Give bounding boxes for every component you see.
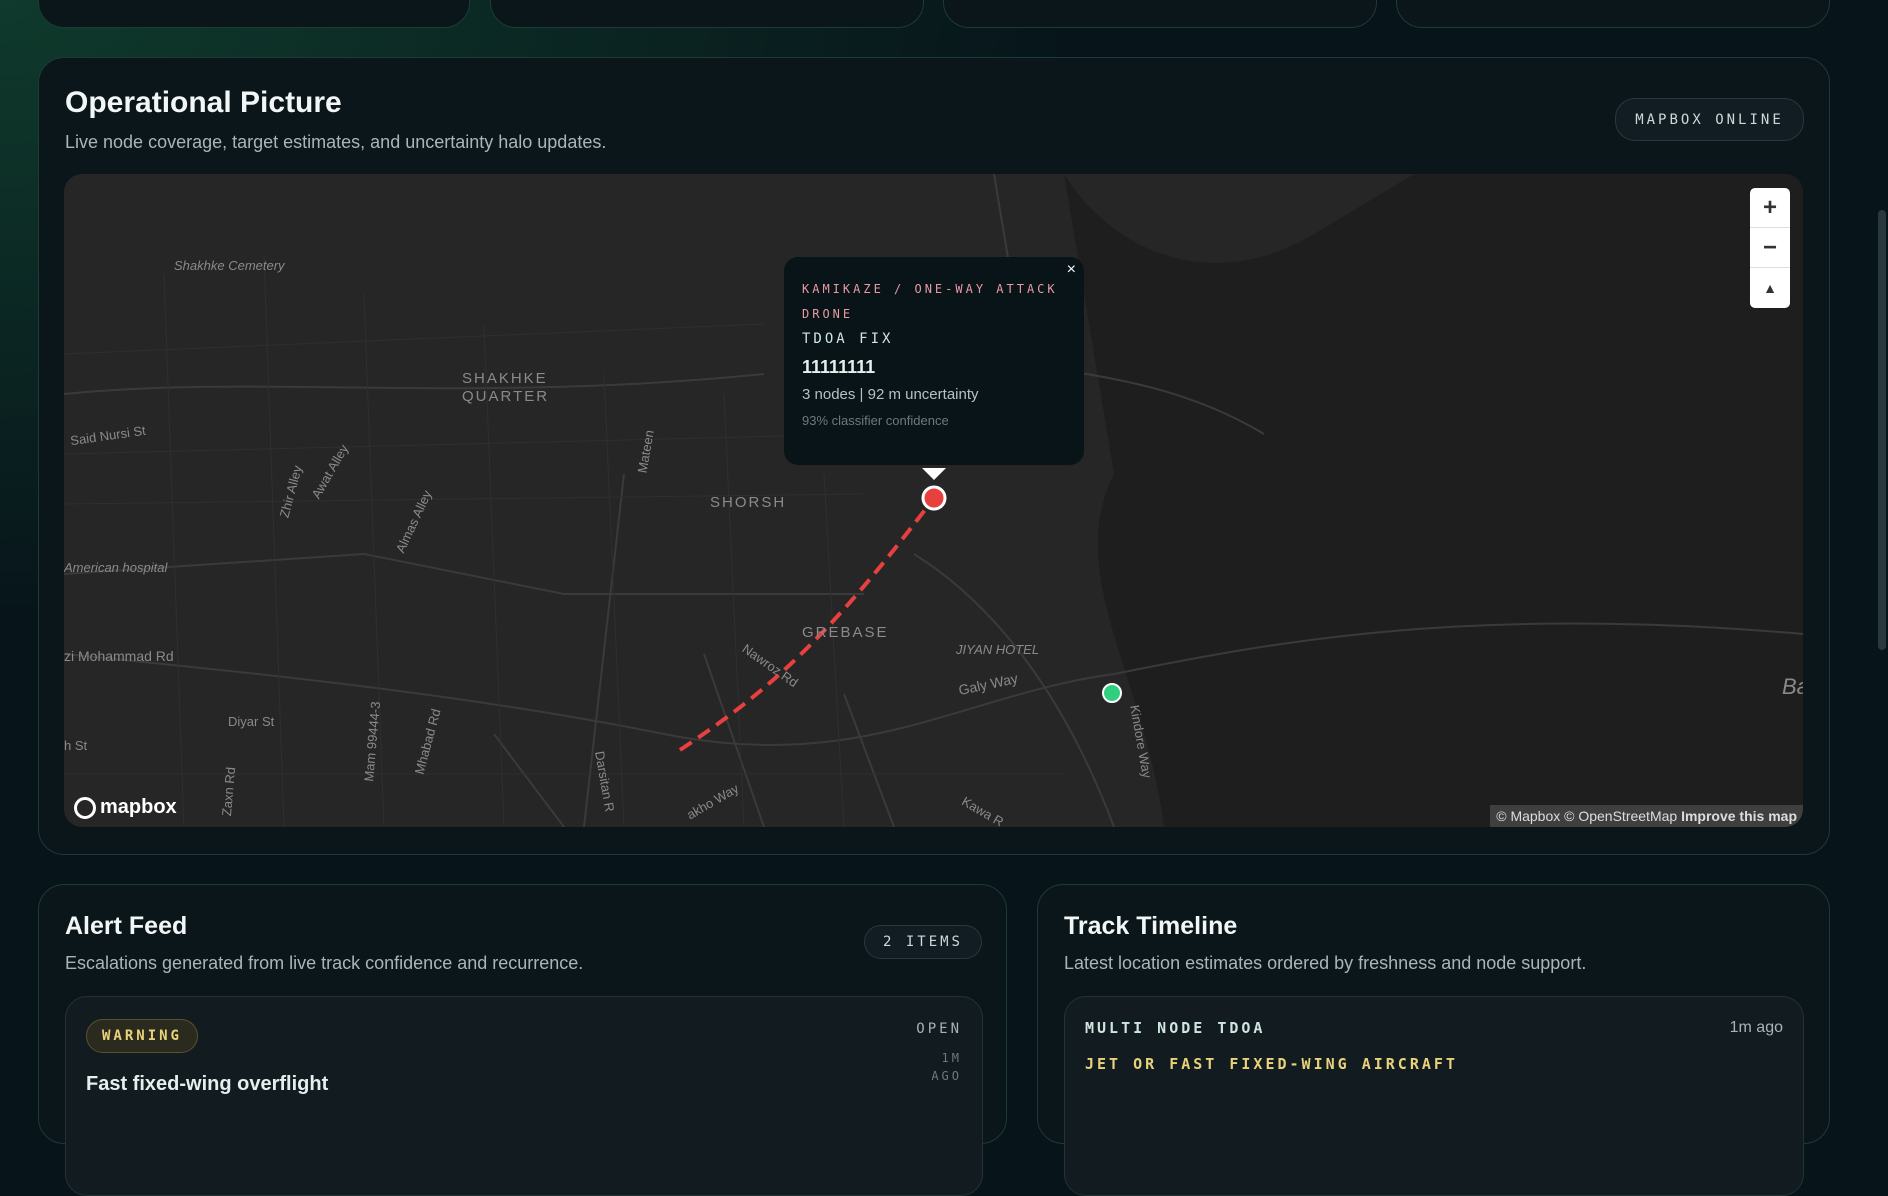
severity-badge: WARNING: [86, 1019, 198, 1053]
compass-reset-button[interactable]: ▲: [1763, 280, 1777, 296]
map-label: zi Mohammad Rd: [64, 648, 174, 664]
track-path: [678, 496, 936, 752]
popup-classification: KAMIKAZE / ONE-WAY ATTACK DRONE: [802, 282, 1058, 321]
timeline-time: 1m ago: [1729, 1019, 1783, 1036]
zoom-out-button[interactable]: −: [1750, 228, 1790, 268]
popup-fix-type: TDOA FIX: [802, 331, 894, 347]
popup-track-id: 11111111: [802, 357, 876, 377]
popup-confidence: 93% classifier confidence: [802, 413, 949, 428]
map-label: SHORSH: [710, 494, 787, 511]
attribution-text[interactable]: © Mapbox © OpenStreetMap: [1496, 808, 1678, 824]
alert-status: OPEN: [916, 1021, 962, 1037]
map-attribution: © Mapbox © OpenStreetMap Improve this ma…: [1490, 805, 1803, 827]
improve-map-link[interactable]: Improve this map: [1681, 808, 1797, 824]
alert-item[interactable]: WARNING OPEN 1M AGO Fast fixed-wing over…: [65, 996, 983, 1196]
timeline-method: MULTI NODE TDOA: [1085, 1019, 1266, 1037]
zoom-in-button[interactable]: +: [1750, 188, 1790, 228]
map-label: Shakhke Cemetery: [174, 258, 285, 273]
timeline-classification: JET OR FAST FIXED-WING AIRCRAFT: [1085, 1055, 1458, 1073]
terrain-area: [1064, 174, 1803, 827]
alert-age: AGO: [931, 1069, 962, 1083]
alert-count-badge: 2 ITEMS: [864, 925, 982, 959]
target-popup: × KAMIKAZE / ONE-WAY ATTACK DRONE TDOA F…: [784, 257, 1084, 465]
map-label: SHAKHKE: [462, 370, 548, 387]
map-zoom-controls: + − ▲: [1750, 188, 1790, 308]
map-label: QUARTER: [462, 388, 550, 405]
alert-feed-panel: Alert Feed Escalations generated from li…: [38, 884, 1007, 1196]
target-marker[interactable]: [921, 485, 947, 511]
popup-tip: [922, 468, 946, 480]
panel-subtitle: Live node coverage, target estimates, an…: [65, 132, 607, 152]
alert-feed-title: Alert Feed: [65, 912, 188, 940]
map-label: Ba: [1782, 674, 1803, 699]
summary-card: [943, 0, 1377, 28]
map-canvas[interactable]: Shakhke Cemetery SHAKHKE QUARTER Said Nu…: [64, 174, 1803, 827]
mapbox-logo-text: mapbox: [100, 796, 177, 818]
popup-detail: 3 nodes | 92 m uncertainty: [802, 386, 979, 403]
map-label: GREBASE: [802, 624, 889, 641]
summary-card: [1396, 0, 1830, 28]
track-timeline-panel: Track Timeline Latest location estimates…: [1037, 884, 1830, 1196]
alert-feed-subtitle: Escalations generated from live track co…: [65, 953, 584, 973]
alert-age: 1M: [941, 1051, 962, 1065]
summary-card: [490, 0, 924, 28]
page-scrollbar[interactable]: [1878, 210, 1886, 650]
mapbox-logo-icon: [74, 796, 96, 819]
track-timeline-subtitle: Latest location estimates ordered by fre…: [1064, 953, 1587, 973]
popup-close-button[interactable]: ×: [1066, 261, 1076, 278]
map-roads: [64, 174, 1803, 827]
mapbox-status-badge: MAPBOX ONLINE: [1615, 98, 1804, 141]
map-label: American hospital: [64, 560, 168, 575]
timeline-item[interactable]: MULTI NODE TDOA 1m ago JET OR FAST FIXED…: [1064, 996, 1804, 1196]
map-label: Diyar St: [228, 714, 275, 729]
page-title: Operational Picture: [65, 86, 342, 119]
sensor-node-marker[interactable]: [1102, 683, 1122, 703]
track-timeline-title: Track Timeline: [1064, 912, 1238, 940]
mapbox-logo[interactable]: mapbox: [74, 796, 177, 819]
alert-title: Fast fixed-wing overflight: [86, 1073, 329, 1095]
map-label: h St: [64, 738, 88, 753]
map-label: JIYAN HOTEL: [956, 642, 1040, 657]
summary-card: [38, 0, 470, 28]
